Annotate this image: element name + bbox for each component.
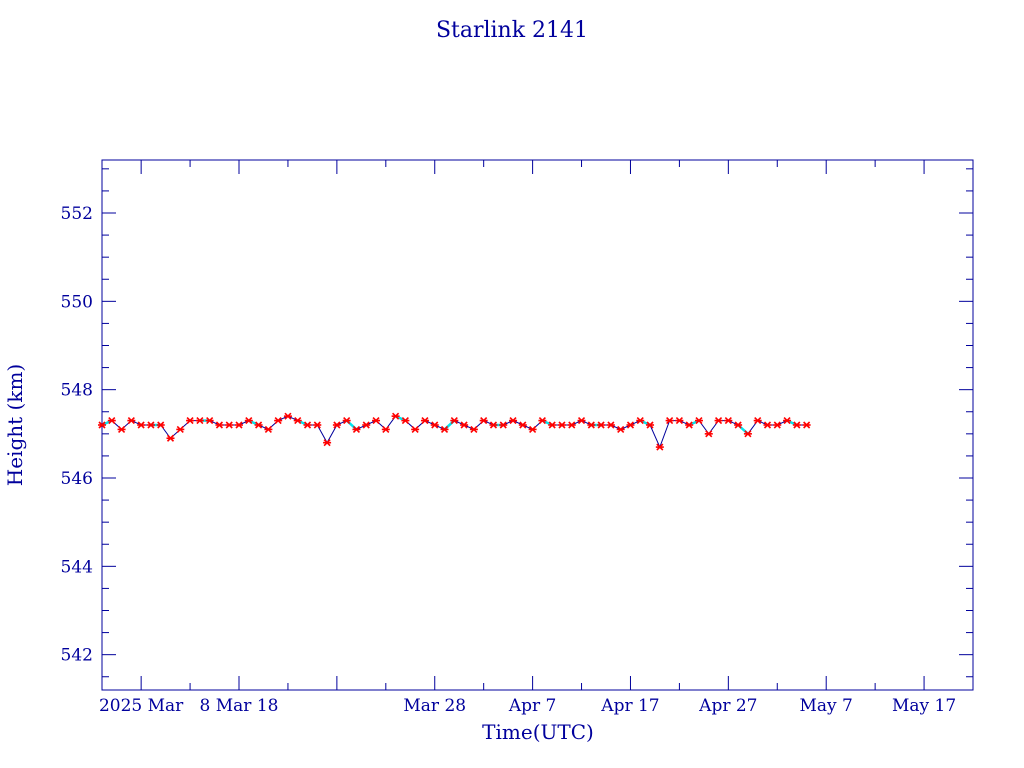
x-tick-label: 2025 Mar [99,696,184,716]
data-point [166,434,175,442]
data-point [499,421,508,429]
x-axis-ticks: 2025 Mar 8 Mar 18 Mar 28 Apr 7 Apr 17 Apr 27 M… [99,160,974,716]
data-point [146,421,155,429]
data-point [626,421,635,429]
data-point [391,412,400,420]
data-point [401,417,410,425]
x-axis-label: Time(UTC) [482,720,594,744]
data-point [323,439,332,447]
data-point [773,421,782,429]
data-point [137,421,146,429]
data-point [440,425,449,433]
data-point [597,421,606,429]
data-point [215,421,224,429]
data-point [430,421,439,429]
data-point [616,425,625,433]
data-point [293,417,302,425]
data-point [636,417,645,425]
data-point [264,425,273,433]
data-point [244,417,253,425]
data-point [675,417,684,425]
data-point [205,417,214,425]
data-point [362,421,371,429]
data-point [606,421,615,429]
data-point [665,417,674,425]
data-point [567,421,576,429]
data-point [479,417,488,425]
data-point [381,425,390,433]
data-point [469,425,478,433]
y-tick-label: 542 [61,646,93,666]
data-point [548,421,557,429]
data-point [577,417,586,425]
data-point [489,421,498,429]
x-tick-label: Apr 17 [600,696,659,716]
data-point [646,421,655,429]
x-tick-label: 8 Mar 18 [200,696,279,716]
data-point [509,417,518,425]
data-point [254,421,263,429]
data-point [518,421,527,429]
data-point [792,421,801,429]
series-height [98,412,811,451]
data-point [176,425,185,433]
data-point [528,425,537,433]
y-tick-label: 548 [61,381,93,401]
data-point [694,417,703,425]
y-tick-label: 544 [61,557,93,577]
data-point [743,430,752,438]
chart-title: Starlink 2141 [436,18,588,43]
data-point [235,421,244,429]
x-tick-label: Mar 28 [403,696,466,716]
y-tick-label: 550 [61,292,93,312]
data-point [411,425,420,433]
data-point [734,421,743,429]
data-point [460,421,469,429]
y-tick-label: 546 [61,469,93,489]
data-point [283,412,292,420]
data-point [186,417,195,425]
data-point [724,417,733,425]
data-point [685,421,694,429]
data-point [802,421,811,429]
data-point [195,417,204,425]
x-tick-label: Apr 7 [508,696,557,716]
data-point [753,417,762,425]
data-point [352,425,361,433]
data-point [332,421,341,429]
x-tick-label: Apr 27 [698,696,757,716]
data-point [420,417,429,425]
data-point [274,417,283,425]
data-point [763,421,772,429]
data-point [783,417,792,425]
data-point [587,421,596,429]
data-point [557,421,566,429]
data-point [98,421,106,429]
x-tick-label: May 7 [800,696,853,716]
data-point [225,421,234,429]
y-axis-label: Height (km) [3,364,27,486]
data-point [342,417,351,425]
y-axis-ticks: 542 544 546 548 550 552 [61,168,973,678]
x-tick-label: May 17 [892,696,956,716]
data-point [303,421,312,429]
data-point [655,443,664,451]
data-point [714,417,723,425]
y-tick-label: 552 [61,204,93,224]
data-point [127,417,136,425]
data-point [538,417,547,425]
data-point [450,417,459,425]
data-point [156,421,165,429]
data-point [704,430,713,438]
data-point [117,425,126,433]
data-point [372,417,381,425]
data-point [107,417,116,425]
data-point [313,421,322,429]
